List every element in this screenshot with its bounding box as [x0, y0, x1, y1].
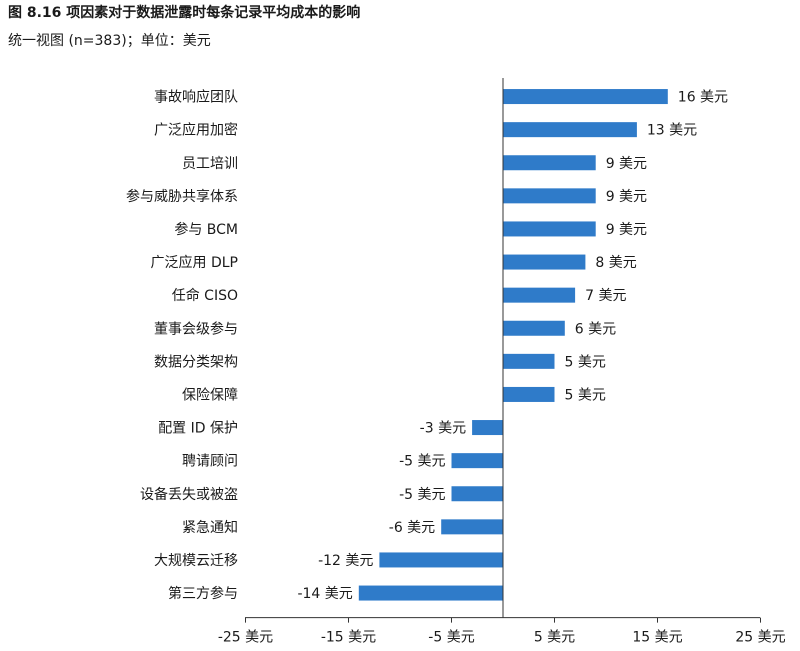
- category-label: 广泛应用 DLP: [151, 254, 238, 271]
- bar[interactable]: [503, 188, 596, 204]
- bar[interactable]: [358, 585, 503, 601]
- data-label: -14 美元: [297, 586, 352, 602]
- data-label: 9 美元: [606, 189, 647, 205]
- category-label: 聘请顾问: [182, 454, 238, 470]
- x-tick-label: 25 美元: [735, 630, 785, 646]
- category-label: 事故响应团队: [154, 89, 238, 106]
- bar[interactable]: [441, 519, 503, 535]
- category-label: 员工培训: [182, 156, 238, 172]
- x-tick-label: -15 美元: [321, 630, 376, 646]
- data-label: 5 美元: [565, 387, 606, 403]
- category-label: 数据分类架构: [154, 354, 238, 370]
- category-label: 参与威胁共享体系: [126, 188, 238, 205]
- chart-subtitle: 统一视图 (n=383)；单位：美元: [8, 33, 211, 49]
- category-label: 第三方参与: [168, 585, 238, 602]
- category-label: 保险保障: [182, 387, 238, 403]
- data-label: 9 美元: [606, 156, 647, 172]
- data-label: -6 美元: [389, 520, 435, 536]
- category-label: 大规模云迁移: [154, 553, 238, 569]
- data-label: 5 美元: [565, 354, 606, 370]
- bar[interactable]: [451, 486, 504, 502]
- data-label: 13 美元: [647, 123, 697, 139]
- bar[interactable]: [503, 320, 565, 336]
- bar[interactable]: [503, 89, 668, 105]
- bar[interactable]: [503, 287, 576, 303]
- data-label: 9 美元: [606, 222, 647, 238]
- bar[interactable]: [503, 353, 555, 369]
- category-label: 设备丢失或被盗: [140, 486, 238, 503]
- data-label: 16 美元: [678, 90, 728, 106]
- data-label: -12 美元: [318, 553, 373, 569]
- category-label: 任命 CISO: [172, 287, 238, 304]
- bar[interactable]: [503, 221, 596, 237]
- data-label: 6 美元: [575, 321, 616, 337]
- data-label: -3 美元: [420, 421, 466, 437]
- category-label: 参与 BCM: [174, 221, 238, 238]
- x-tick-label: -25 美元: [218, 630, 273, 646]
- chart-title: 图 8.16 项因素对于数据泄露时每条记录平均成本的影响: [8, 5, 361, 21]
- bar[interactable]: [503, 122, 637, 138]
- category-label: 董事会级参与: [154, 320, 238, 337]
- bar[interactable]: [379, 552, 503, 568]
- category-label: 紧急通知: [182, 519, 238, 536]
- data-label: 7 美元: [585, 288, 626, 304]
- x-tick-label: 5 美元: [534, 630, 575, 646]
- bar[interactable]: [503, 254, 586, 270]
- bar[interactable]: [472, 420, 503, 436]
- category-label: 广泛应用加密: [154, 122, 238, 139]
- category-label: 配置 ID 保护: [158, 421, 238, 437]
- data-label: -5 美元: [399, 454, 445, 470]
- bar[interactable]: [503, 386, 555, 402]
- x-tick-label: 15 美元: [632, 630, 682, 646]
- bar[interactable]: [451, 453, 504, 469]
- bar[interactable]: [503, 155, 596, 171]
- data-label: 8 美元: [595, 255, 636, 271]
- x-tick-label: -5 美元: [428, 630, 474, 646]
- data-label: -5 美元: [399, 487, 445, 503]
